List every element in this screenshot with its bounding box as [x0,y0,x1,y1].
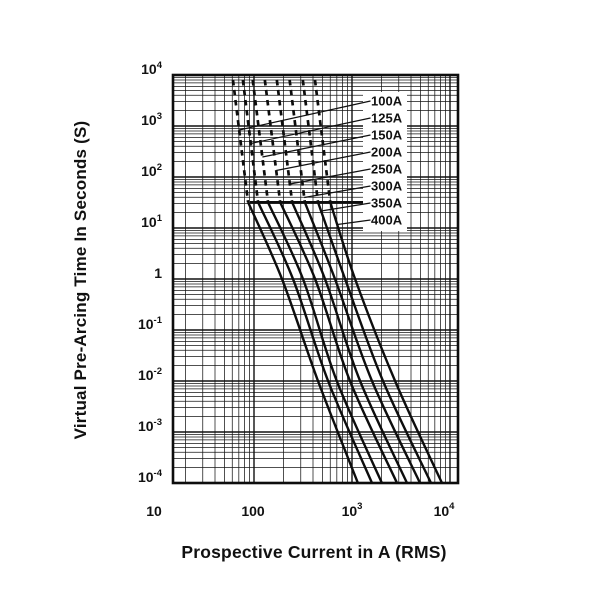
tick-labels: 104 103 102 101 1 10-1 10-2 10-3 10-4 10 100 103 104 [138,60,455,519]
leader-line-250A [289,168,371,185]
curve-350A-dashed [301,79,320,203]
x-tick-103: 103 [342,501,363,519]
legend-label-100A: 100A [371,94,403,109]
curve-100A-dashed [231,79,250,203]
legend-label-200A: 200A [371,145,403,160]
legend-leader-lines [238,100,371,226]
curve-400A-dashed [313,79,332,203]
plot-frame [171,73,460,485]
x-axis-title: Prospective Current in A (RMS) [181,542,447,562]
curve-200A-solid [279,201,399,483]
legend-label-150A: 150A [371,128,403,143]
curve-300A-solid [303,201,422,483]
y-axis-title: Virtual Pre-Arcing Time In Seconds (S) [71,120,90,440]
curve-250A-solid [290,201,409,483]
x-tick-100: 100 [241,503,265,519]
leader-line-100A [238,100,371,131]
leader-line-200A [276,151,371,172]
y-tick-10-4: 10-4 [138,468,163,485]
leader-line-300A [304,185,371,199]
fuse-curves [231,79,444,483]
legend-label-350A: 350A [371,196,403,211]
legend-label-400A: 400A [371,213,403,228]
y-tick-104: 104 [141,60,163,77]
curve-150A-solid [266,201,383,483]
curve-400A-solid [329,201,444,483]
curve-125A-solid [257,201,374,483]
curve-200A-dashed [263,79,282,203]
legend-label-300A: 300A [371,179,403,194]
legend-label-125A: 125A [371,111,403,126]
legend-labels: 100A 125A 150A 200A 250A 300A 350A 400A [371,94,403,228]
legend-label-250A: 250A [371,162,403,177]
legend-box [363,92,407,231]
curve-350A-solid [316,201,433,483]
y-tick-103: 103 [141,111,162,128]
curve-250A-dashed [275,79,294,203]
y-tick-10-1: 10-1 [138,315,163,332]
y-tick-101: 101 [141,213,163,230]
y-tick-10-2: 10-2 [138,366,162,383]
leader-line-150A [262,134,371,158]
x-tick-104: 104 [434,501,456,519]
curve-100A-solid [247,201,360,483]
x-tick-10: 10 [146,503,162,519]
leader-line-125A [250,117,371,145]
curve-125A-dashed [241,79,260,203]
y-tick-10-3: 10-3 [138,417,162,434]
y-tick-1: 1 [154,265,162,281]
leader-line-350A [321,202,371,212]
leader-line-400A [337,219,371,226]
y-tick-102: 102 [141,162,162,179]
